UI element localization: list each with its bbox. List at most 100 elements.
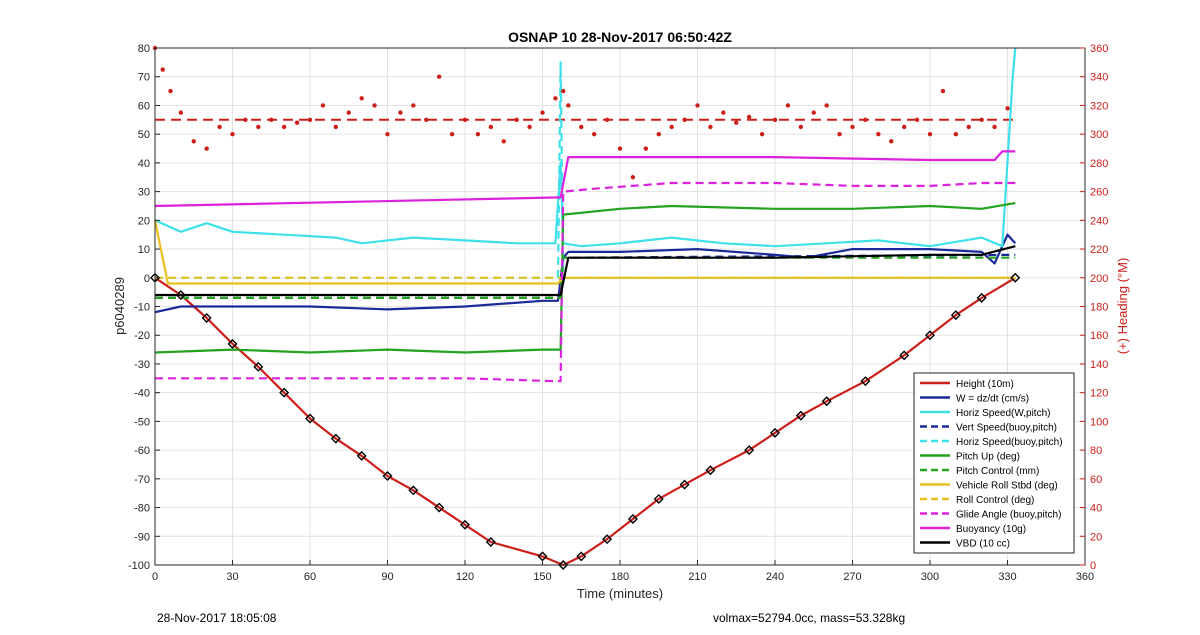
y-right-tick-label: 120 — [1090, 388, 1108, 400]
heading-point — [168, 88, 173, 94]
series-line-6 — [155, 256, 1016, 299]
y-tick-label: -70 — [134, 474, 150, 486]
height-marker — [821, 396, 832, 407]
height-marker — [860, 376, 871, 387]
legend-label: W = dz/dt (cm/s) — [956, 394, 1029, 405]
heading-point — [1005, 106, 1010, 111]
y-tick-label: 10 — [138, 244, 150, 256]
legend-label: Glide Angle (buoy,pitch) — [956, 510, 1061, 521]
series-line-9 — [155, 181, 1016, 383]
y-tick-label: 20 — [138, 215, 150, 227]
heading-point — [217, 124, 222, 130]
height-marker — [679, 479, 690, 490]
y-right-tick-label: 20 — [1090, 531, 1102, 543]
heading-point — [359, 96, 364, 101]
heading-point — [204, 146, 209, 151]
heading-point — [708, 124, 713, 130]
y-right-tick-label: 280 — [1090, 158, 1108, 170]
y-right-tick-label: 80 — [1090, 445, 1102, 457]
heading-point — [734, 120, 739, 125]
footer-timestamp: 28-Nov-2017 18:05:08 — [157, 611, 277, 625]
plot-markers — [150, 45, 1021, 570]
height-marker — [627, 514, 638, 525]
y-right-tick-label: 300 — [1090, 129, 1108, 141]
heading-point — [863, 117, 868, 123]
height-marker — [382, 470, 393, 481]
heading-point — [424, 117, 429, 123]
heading-point — [346, 110, 351, 115]
heading-point — [669, 124, 674, 130]
height-marker — [705, 465, 716, 476]
x-tick-label: 150 — [533, 571, 551, 583]
x-tick-label: 0 — [152, 571, 158, 583]
height-marker — [305, 413, 315, 424]
y-tick-label: -80 — [134, 503, 150, 515]
heading-point — [695, 103, 700, 108]
x-tick-label: 90 — [381, 571, 393, 583]
heading-point — [501, 139, 506, 144]
height-marker — [408, 485, 419, 496]
x-tick-label: 270 — [843, 571, 861, 583]
heading-point — [656, 131, 661, 137]
heading-point — [178, 110, 184, 115]
x-tick-label: 300 — [921, 571, 939, 583]
heading-point — [811, 110, 816, 115]
heading-point — [475, 131, 481, 137]
x-tick-label: 330 — [998, 571, 1016, 583]
y-right-tick-label: 260 — [1090, 187, 1108, 199]
height-marker — [950, 310, 961, 321]
x-tick-label: 30 — [226, 571, 238, 583]
heading-point — [837, 131, 842, 137]
legend-label: Buoyancy (10g) — [956, 524, 1026, 535]
height-marker — [1010, 272, 1021, 283]
y-right-tick-label: 360 — [1090, 43, 1108, 55]
series-line-4 — [155, 61, 1016, 279]
heading-point — [256, 124, 261, 130]
y-axis-label: p6040289 — [112, 277, 127, 335]
y-tick-label: -10 — [134, 302, 150, 314]
x-tick-label: 120 — [456, 571, 474, 583]
height-marker — [576, 551, 587, 562]
height-marker — [558, 560, 569, 570]
y-right-tick-label: 340 — [1090, 72, 1108, 84]
y-tick-label: 60 — [138, 100, 150, 112]
chart-title: OSNAP 10 28-Nov-2017 06:50:42Z — [508, 29, 732, 45]
y-right-tick-label: 100 — [1090, 416, 1108, 428]
heading-point — [160, 67, 165, 72]
height-marker — [485, 537, 496, 548]
x-tick-label: 60 — [304, 571, 316, 583]
heading-point — [850, 124, 855, 130]
heading-point — [385, 131, 390, 137]
heading-point — [243, 117, 248, 123]
y-right-tick-label: 40 — [1090, 503, 1102, 515]
height-marker — [279, 387, 290, 398]
height-marker — [227, 338, 238, 349]
y-right-tick-label: 200 — [1090, 273, 1108, 285]
heading-point — [488, 124, 494, 130]
heading-point — [643, 146, 649, 151]
heading-point — [566, 103, 571, 108]
x-tick-label: 180 — [611, 571, 629, 583]
heading-point — [966, 124, 971, 130]
height-marker — [770, 427, 780, 438]
x-tick-label: 240 — [766, 571, 784, 583]
y-tick-label: -30 — [134, 359, 150, 371]
heading-point — [940, 88, 946, 94]
y-tick-label: 0 — [144, 273, 150, 285]
heading-point — [579, 124, 584, 130]
legend-label: Roll Control (deg) — [956, 495, 1034, 506]
y-tick-label: -60 — [134, 445, 150, 457]
height-marker — [925, 330, 935, 341]
y-tick-label: 50 — [138, 129, 150, 141]
heading-point — [992, 124, 997, 130]
x-tick-label: 360 — [1076, 571, 1094, 583]
y-tick-label: -40 — [134, 388, 150, 400]
heading-point — [514, 117, 519, 123]
x-axis-label: Time (minutes) — [577, 586, 663, 601]
y-axis-ticks: -100-90-80-70-60-50-40-30-20-10010203040… — [128, 43, 160, 572]
series-line-7 — [153, 220, 1016, 285]
heading-point — [979, 117, 984, 123]
y-right-tick-label: 240 — [1090, 215, 1108, 227]
height-marker — [653, 493, 664, 504]
legend-label: Pitch Up (deg) — [956, 452, 1020, 463]
